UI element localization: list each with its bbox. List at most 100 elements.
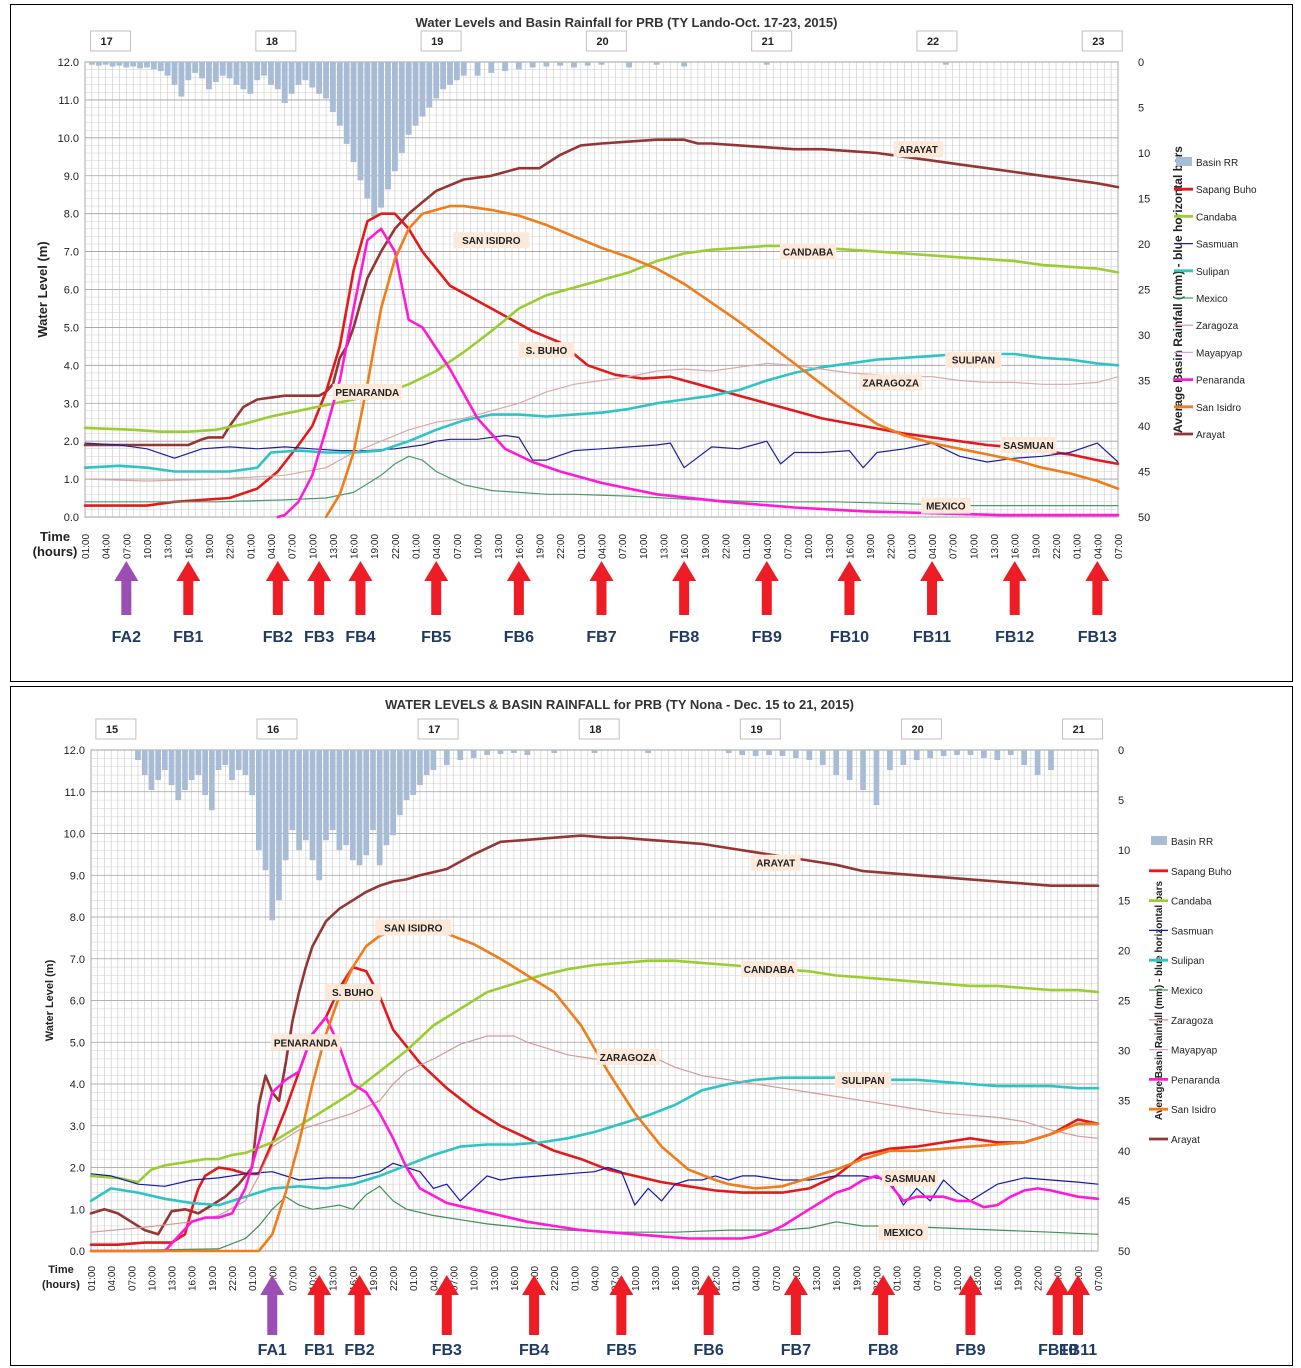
- legend-label: Penaranda: [1196, 376, 1245, 387]
- day-label: 18: [589, 724, 601, 736]
- x-tick-label: 07:00: [949, 534, 960, 559]
- y-tick-label: 0.0: [64, 512, 79, 524]
- x-tick-label: 04:00: [429, 1266, 440, 1291]
- rainfall-bar: [350, 62, 357, 163]
- chart-title: Water Levels and Basin Rainfall for PRB …: [416, 15, 838, 30]
- arrow-label: FB12: [995, 629, 1034, 646]
- y2-tick-label: 45: [1138, 467, 1150, 479]
- x-tick-label: 04:00: [107, 1266, 118, 1291]
- arrow-shape: [522, 1275, 547, 1335]
- annotation-box: [945, 351, 1002, 368]
- rainfall-bar: [653, 62, 660, 65]
- day-box: [751, 30, 793, 52]
- arrow-label: FB10: [1038, 1342, 1077, 1359]
- x-tick-label: 10:00: [953, 1266, 964, 1291]
- legend-label: San Isidro: [1171, 1105, 1216, 1116]
- arrow-label: FB7: [586, 629, 616, 646]
- annotation-box: [740, 961, 798, 978]
- y-tick-label: 7.0: [64, 247, 79, 259]
- day-label: 16: [267, 724, 279, 736]
- y2-tick-label: 15: [1118, 895, 1130, 907]
- arrow-fb2: FB2: [344, 1275, 375, 1359]
- rainfall-bar: [329, 750, 336, 831]
- rainfall-bar: [289, 750, 296, 831]
- y-tick-label: 9.0: [70, 870, 85, 882]
- arrow-shape: [176, 561, 201, 615]
- arrow-label: FB9: [752, 629, 782, 646]
- x-tick-label: 22:00: [391, 534, 402, 559]
- x-tick-label: 01:00: [81, 534, 92, 559]
- day-label: 17: [101, 36, 113, 48]
- rainfall-bar: [433, 62, 440, 99]
- y2-tick-label: 15: [1138, 194, 1150, 206]
- annotation-box: [834, 1071, 892, 1088]
- y-tick-label: 1.0: [64, 474, 79, 486]
- rainfall-bar: [766, 750, 772, 756]
- y2-tick-label: 10: [1138, 148, 1150, 160]
- annotation-label: S. BUHO: [526, 346, 568, 357]
- x-tick-label: 19:00: [1013, 1266, 1024, 1291]
- y2-axis-title: Average Basin Rainfall (mm) - blue horiz…: [1154, 881, 1165, 1121]
- x-tick-label: 10:00: [308, 534, 319, 559]
- series-line-san-isidro: [324, 204, 1120, 519]
- rainfall-bar: [793, 750, 799, 759]
- x-tick-label: 13:00: [494, 534, 505, 559]
- y2-tick-label: 30: [1138, 330, 1150, 342]
- nona-chart-svg: ARAYAT SAN ISIDRO CANDABA S. BUHO ZARAGOZA PE…: [42, 697, 1232, 1359]
- x-tick-label: 10:00: [804, 534, 815, 559]
- y-tick-label: 12.0: [64, 745, 85, 757]
- legend-label: Candaba: [1171, 897, 1212, 908]
- x-tick-label: 22:00: [872, 1266, 883, 1291]
- rainfall-bar: [954, 750, 960, 756]
- arrow-shape: [1045, 1275, 1070, 1335]
- x-tick-label: 01:00: [246, 534, 257, 559]
- y2-tick-label: 5: [1118, 795, 1124, 807]
- rainfall-bar: [515, 62, 522, 70]
- rainfall-bar: [295, 62, 302, 85]
- arrow-label: FA2: [112, 629, 141, 646]
- legend-label: Zaragoza: [1196, 321, 1239, 332]
- annotation-label: SULIPAN: [952, 356, 995, 367]
- x-tick-label: 04:00: [752, 1266, 763, 1291]
- legend-label: Arayat: [1196, 430, 1225, 441]
- rainfall-bar: [343, 750, 349, 846]
- x-tick-label: 22:00: [228, 1266, 239, 1291]
- rainfall-bar: [681, 62, 688, 67]
- rainfall-bar: [571, 62, 577, 68]
- annotation-box: [921, 497, 971, 514]
- annotation-label: SASMUAN: [885, 1174, 936, 1185]
- rainfall-bar: [323, 750, 329, 841]
- x-axis-title-line2: (hours): [33, 544, 78, 559]
- day-box: [256, 718, 298, 740]
- arrow-fb11: FB11: [913, 561, 951, 646]
- x-tick-label: 19:00: [1031, 534, 1042, 559]
- y2-tick-label: 20: [1118, 945, 1130, 957]
- rainfall-bar: [288, 62, 295, 94]
- y2-tick-label: 45: [1118, 1196, 1130, 1208]
- x-tick-label: 01:00: [577, 534, 588, 559]
- x-tick-label: 07:00: [772, 1266, 783, 1291]
- day-box: [417, 718, 459, 740]
- y-tick-label: 0.0: [70, 1246, 85, 1258]
- arrow-label: FB2: [344, 1342, 374, 1359]
- x-tick-label: 07:00: [783, 534, 794, 559]
- rainfall-bar: [942, 62, 949, 65]
- arrow-shape: [506, 561, 531, 615]
- series-line-zaragoza: [90, 1035, 1099, 1233]
- rainfall-bar: [994, 750, 1001, 761]
- rainfall-bar: [430, 750, 437, 771]
- rainfall-bar: [171, 62, 178, 85]
- rainfall-bar: [316, 62, 323, 94]
- x-tick-label: 19:00: [205, 534, 216, 559]
- rainfall-bar: [364, 62, 371, 199]
- rainfall-bar: [584, 62, 591, 66]
- y-tick-label: 6.0: [64, 285, 79, 297]
- rainfall-bar: [887, 750, 893, 771]
- legend-label: Mexico: [1171, 986, 1203, 997]
- arrow-label: FB6: [504, 629, 534, 646]
- arrow-fb6: FB6: [504, 561, 534, 646]
- x-tick-label: 10:00: [969, 534, 980, 559]
- lando-chart-panel: ARAYAT SAN ISIDRO CANDABA S. BUHO SULIPAN PEN…: [10, 4, 1293, 682]
- rainfall-bar: [157, 62, 164, 72]
- x-tick-label: 01:00: [1073, 534, 1084, 559]
